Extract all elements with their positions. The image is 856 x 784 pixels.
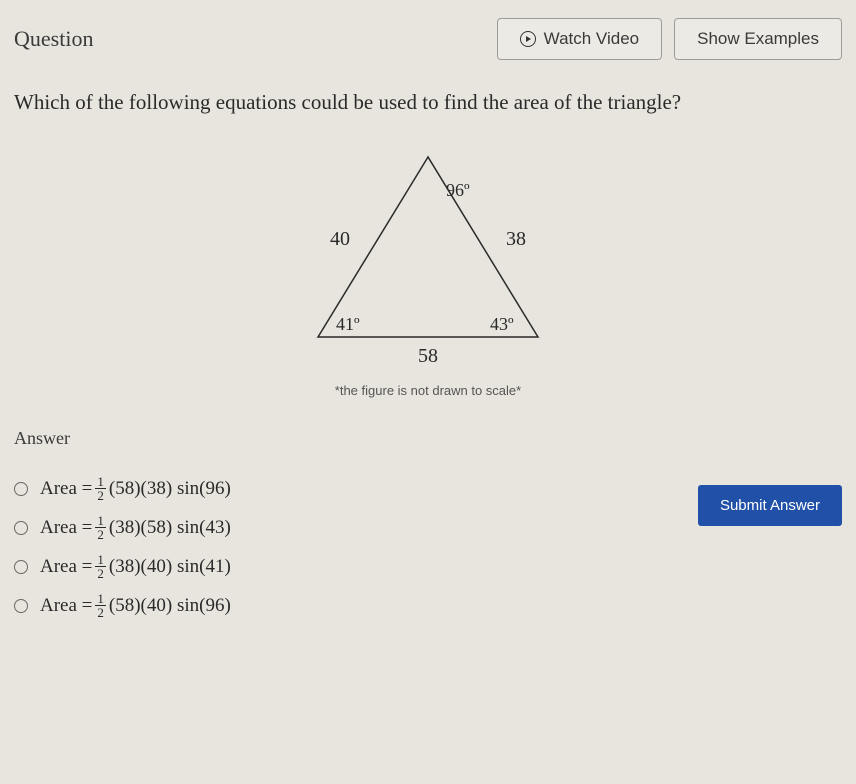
header-row: Question Watch Video Show Examples — [14, 18, 842, 60]
option-prefix: Area = — [40, 595, 92, 617]
play-icon — [520, 31, 536, 47]
angle-left: 41º — [336, 314, 360, 334]
option-rest: (38)(58) sin(43) — [109, 517, 231, 539]
show-examples-label: Show Examples — [697, 29, 819, 49]
question-label: Question — [14, 26, 93, 52]
radio-icon — [14, 599, 28, 613]
option-1[interactable]: Area = 12 (58)(38) sin(96) — [14, 475, 638, 502]
option-3[interactable]: Area = 12 (38)(40) sin(41) — [14, 553, 638, 580]
fraction-half: 12 — [95, 592, 106, 619]
figure-area: 96º 41º 43º 40 38 58 *the figure is not … — [14, 137, 842, 398]
submit-answer-button[interactable]: Submit Answer — [698, 485, 842, 526]
option-4[interactable]: Area = 12 (58)(40) sin(96) — [14, 592, 638, 619]
option-prefix: Area = — [40, 556, 92, 578]
fraction-half: 12 — [95, 553, 106, 580]
figure-caption: *the figure is not drawn to scale* — [268, 383, 588, 398]
option-rest: (38)(40) sin(41) — [109, 556, 231, 578]
option-2[interactable]: Area = 12 (38)(58) sin(43) — [14, 514, 638, 541]
fraction-half: 12 — [95, 475, 106, 502]
header-buttons: Watch Video Show Examples — [497, 18, 842, 60]
watch-video-label: Watch Video — [544, 29, 639, 49]
watch-video-button[interactable]: Watch Video — [497, 18, 662, 60]
answer-row: Area = 12 (58)(38) sin(96) Area = 12 (38… — [14, 475, 842, 631]
option-rest: (58)(38) sin(96) — [109, 478, 231, 500]
fraction-half: 12 — [95, 514, 106, 541]
side-right: 38 — [506, 228, 526, 250]
show-examples-button[interactable]: Show Examples — [674, 18, 842, 60]
side-bottom: 58 — [418, 345, 438, 367]
answer-label: Answer — [14, 428, 842, 449]
radio-icon — [14, 560, 28, 574]
option-rest: (58)(40) sin(96) — [109, 595, 231, 617]
radio-icon — [14, 521, 28, 535]
question-text: Which of the following equations could b… — [14, 88, 842, 117]
option-prefix: Area = — [40, 517, 92, 539]
triangle-diagram: 96º 41º 43º 40 38 58 — [268, 137, 588, 377]
side-left: 40 — [330, 228, 350, 250]
radio-icon — [14, 482, 28, 496]
option-prefix: Area = — [40, 478, 92, 500]
options-list: Area = 12 (58)(38) sin(96) Area = 12 (38… — [14, 475, 638, 631]
angle-top: 96º — [446, 180, 470, 200]
angle-right: 43º — [490, 314, 514, 334]
